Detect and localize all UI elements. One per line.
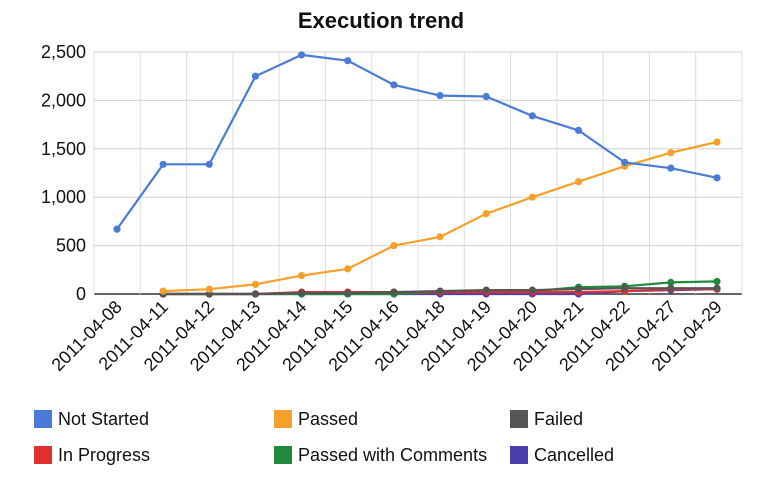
legend-item-cancelled: Cancelled xyxy=(510,442,614,468)
data-point-not-started xyxy=(621,158,629,166)
series-lines xyxy=(113,51,721,298)
legend-swatch-not-started xyxy=(34,410,52,428)
data-point-failed xyxy=(574,285,583,293)
data-point-passed xyxy=(482,210,490,218)
data-point-failed xyxy=(667,284,675,292)
y-tick-label: 0 xyxy=(76,284,86,304)
legend-item-failed: Failed xyxy=(510,406,583,432)
legend-label-passed: Passed xyxy=(298,408,359,429)
data-point-failed xyxy=(251,290,260,298)
data-point-not-started xyxy=(159,160,167,168)
y-axis-ticks: 0 500 1,000 1,500 2,000 2,500 xyxy=(41,42,86,304)
data-point-not-started xyxy=(528,112,536,120)
data-point-not-started xyxy=(667,164,675,172)
legend-item-passed: Passed xyxy=(274,406,358,432)
data-point-passed xyxy=(205,285,213,293)
data-point-passed xyxy=(390,242,398,250)
chart-title: Execution trend xyxy=(298,8,464,33)
legend-label-cancelled: Cancelled xyxy=(534,444,615,465)
legend-swatch-cancelled xyxy=(510,446,528,464)
y-tick-label: 2,000 xyxy=(41,90,86,110)
y-tick-label: 2,500 xyxy=(41,42,86,62)
legend-swatch-in-progress xyxy=(34,446,52,464)
data-point-passed-with-comments xyxy=(667,278,675,286)
y-tick-label: 500 xyxy=(56,236,86,256)
grid-lines xyxy=(93,51,743,295)
data-point-not-started xyxy=(713,174,721,182)
data-point-not-started xyxy=(344,57,352,65)
data-point-passed xyxy=(436,233,444,241)
data-point-failed xyxy=(528,286,536,294)
data-point-not-started xyxy=(482,92,490,101)
data-point-passed xyxy=(528,193,536,201)
legend-swatch-passed-with-comments xyxy=(274,446,292,464)
legend-item-in-progress: In Progress xyxy=(34,442,150,468)
data-point-not-started xyxy=(574,126,583,135)
data-point-not-started xyxy=(113,225,121,233)
data-point-failed xyxy=(482,286,490,294)
data-point-not-started xyxy=(298,51,306,59)
data-point-passed-with-comments xyxy=(713,277,721,286)
data-point-passed xyxy=(159,287,167,295)
data-point-failed xyxy=(713,284,721,292)
series-not-started xyxy=(113,51,721,233)
data-point-failed xyxy=(344,289,352,297)
data-point-not-started xyxy=(205,160,213,168)
data-point-passed xyxy=(344,265,352,273)
data-point-passed xyxy=(251,280,260,288)
series-passed xyxy=(159,138,721,295)
y-tick-label: 1,500 xyxy=(41,139,86,159)
data-point-not-started xyxy=(436,91,444,100)
legend-label-failed: Failed xyxy=(534,408,584,429)
data-point-passed xyxy=(298,272,306,280)
data-point-passed xyxy=(713,138,721,146)
data-point-passed xyxy=(667,149,675,157)
data-point-not-started xyxy=(251,72,260,80)
legend-label-not-started: Not Started xyxy=(58,408,150,429)
data-point-failed xyxy=(390,288,398,296)
legend-item-passed-with-comments: Passed with Comments xyxy=(274,442,487,468)
legend-label-in-progress: In Progress xyxy=(58,444,151,465)
x-axis-ticks: 2011-04-082011-04-112011-04-122011-04-13… xyxy=(48,297,726,375)
y-tick-label: 1,000 xyxy=(41,187,86,207)
legend-swatch-passed xyxy=(274,410,292,428)
data-point-failed xyxy=(436,287,444,295)
legend-item-not-started: Not Started xyxy=(34,406,149,432)
legend-swatch-failed xyxy=(510,410,528,428)
data-point-failed xyxy=(621,284,629,292)
data-point-failed xyxy=(298,289,306,297)
series-line-not-started xyxy=(116,53,718,230)
legend-label-passed-with-comments: Passed with Comments xyxy=(298,444,488,465)
data-point-not-started xyxy=(390,81,398,89)
series-failed xyxy=(159,284,721,298)
data-point-passed xyxy=(574,178,583,186)
